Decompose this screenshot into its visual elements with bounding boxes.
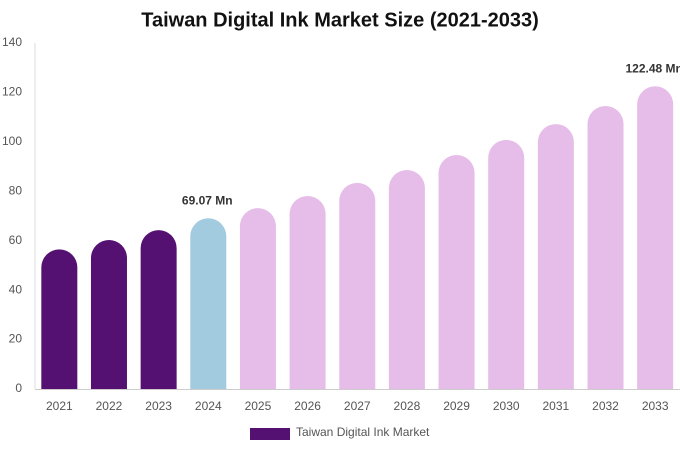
legend-label: Taiwan Digital Ink Market	[296, 425, 430, 439]
bar	[587, 106, 624, 390]
x-tick-label: 2021	[46, 399, 73, 413]
x-tick-label: 2033	[642, 399, 669, 413]
y-tick-label: 20	[9, 332, 23, 346]
bar	[388, 170, 425, 389]
x-tick-label: 2026	[294, 399, 321, 413]
y-tick-label: 0	[15, 381, 22, 395]
x-tick-label: 2024	[195, 399, 222, 413]
bar	[438, 154, 475, 389]
x-tick-label: 2027	[344, 399, 371, 413]
y-tick-label: 40	[9, 282, 23, 296]
y-tick-label: 100	[2, 134, 22, 148]
bar	[537, 124, 574, 389]
chart-title: Taiwan Digital Ink Market Size (2021-203…	[141, 9, 539, 31]
x-tick-label: 2023	[145, 399, 172, 413]
x-tick-label: 2022	[96, 399, 123, 413]
bar	[339, 182, 376, 389]
value-label: 69.07 Mn	[182, 193, 233, 207]
bar	[90, 239, 127, 389]
bar	[637, 86, 674, 389]
bar	[239, 208, 276, 389]
bar	[140, 230, 177, 389]
y-tick-label: 140	[2, 35, 22, 49]
y-tick-label: 80	[9, 183, 23, 197]
legend-swatch	[250, 428, 290, 440]
x-tick-label: 2032	[592, 399, 619, 413]
bar	[488, 139, 525, 389]
x-tick-label: 2025	[245, 399, 272, 413]
x-tick-label: 2028	[394, 399, 421, 413]
y-tick-label: 120	[2, 85, 22, 99]
x-tick-label: 2029	[443, 399, 470, 413]
x-tick-label: 2030	[493, 399, 520, 413]
bar	[41, 249, 78, 389]
y-tick-label: 60	[9, 233, 23, 247]
value-label: 122.48 Mn	[625, 61, 680, 75]
x-tick-label: 2031	[543, 399, 570, 413]
bar	[190, 218, 227, 389]
bar	[289, 195, 326, 389]
